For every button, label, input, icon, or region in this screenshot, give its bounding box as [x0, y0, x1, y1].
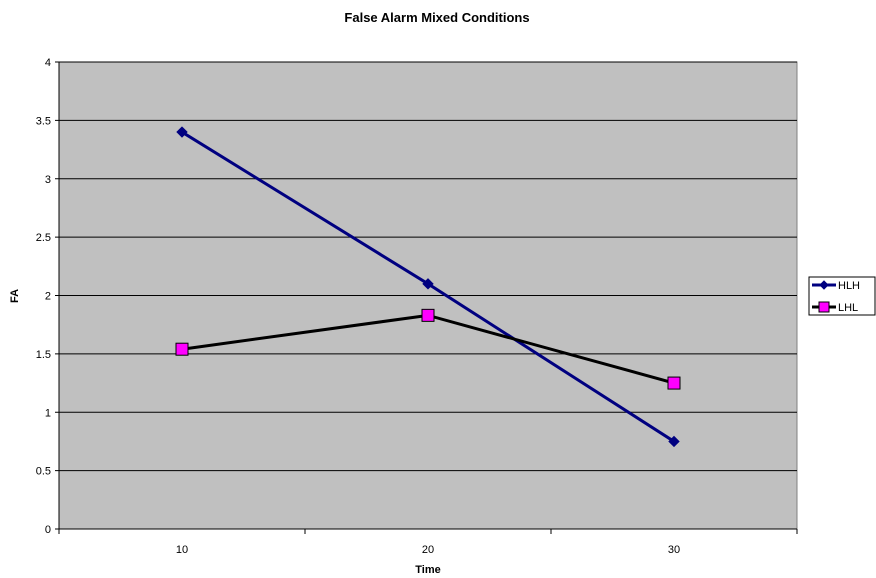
x-tick-label: 30 [668, 544, 680, 556]
x-tick-label: 10 [176, 544, 188, 556]
data-point-lhl [667, 376, 681, 390]
legend-label-hlh: HLH [838, 280, 860, 292]
legend: HLH LHL [808, 276, 876, 316]
gridlines [59, 61, 797, 472]
legend-marker-hlh [819, 280, 829, 290]
y-tick-label: 4 [45, 57, 51, 69]
x-tick-labels: 10 20 30 [176, 544, 680, 556]
y-tick-label: 0.5 [36, 466, 51, 478]
data-point-hlh [422, 278, 434, 290]
y-tick-labels: 0 0.5 1 1.5 2 2.5 3 3.5 4 [36, 57, 51, 536]
y-tick-label: 1.5 [36, 349, 51, 361]
axes [55, 61, 798, 534]
series-layer [175, 126, 681, 448]
y-axis-title: FA [9, 289, 21, 303]
y-tick-label: 0 [45, 524, 51, 536]
y-tick-label: 1 [45, 407, 51, 419]
chart-title: False Alarm Mixed Conditions [344, 10, 529, 25]
y-tick-label: 3.5 [36, 115, 51, 127]
y-tick-label: 2 [45, 291, 51, 303]
data-point-hlh [176, 126, 188, 138]
data-point-lhl [421, 308, 435, 322]
legend-marker-lhl [818, 301, 830, 313]
x-axis-title: Time [415, 564, 440, 576]
legend-label-lhl: LHL [838, 302, 858, 314]
y-tick-label: 2.5 [36, 232, 51, 244]
data-point-lhl [175, 342, 189, 356]
data-point-hlh [668, 435, 680, 448]
x-tick-label: 20 [422, 544, 434, 556]
y-tick-label: 3 [45, 174, 51, 186]
